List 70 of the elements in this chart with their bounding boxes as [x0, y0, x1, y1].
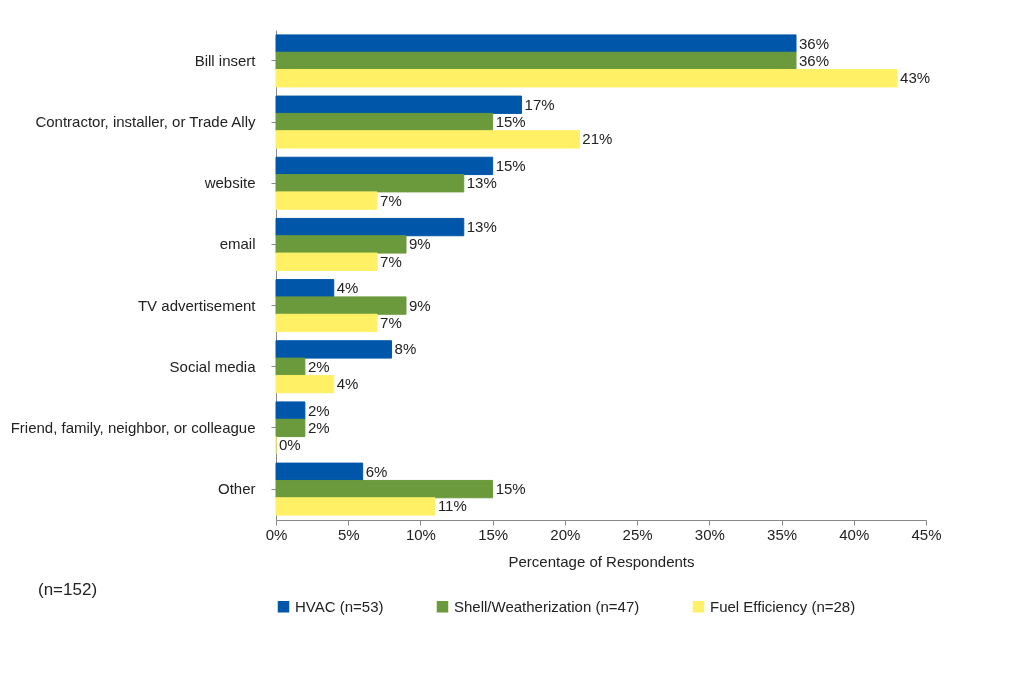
x-tick-label: 25%	[622, 525, 653, 543]
data-label: 36%	[799, 51, 830, 69]
bar	[275, 174, 465, 193]
bar	[275, 34, 797, 53]
bar	[275, 340, 393, 359]
data-label: 21%	[582, 130, 613, 148]
data-label: 2%	[307, 418, 330, 436]
bar	[275, 252, 378, 271]
x-tick-label: 5%	[337, 525, 360, 543]
data-label: 2%	[307, 357, 330, 375]
bar	[275, 497, 436, 516]
bar	[275, 374, 335, 394]
bar	[275, 279, 335, 298]
y-tick-label: TV advertisement	[137, 296, 257, 314]
text: (n=152)	[38, 580, 98, 600]
x-tick-label: 10%	[405, 525, 436, 543]
x-tick-label: 15%	[478, 525, 509, 543]
bar	[275, 479, 494, 499]
bar	[275, 112, 494, 132]
data-label: 15%	[495, 156, 526, 174]
x-tick-label: 30%	[694, 525, 725, 543]
bar	[275, 69, 898, 88]
data-label: 36%	[799, 34, 830, 52]
bar	[275, 51, 797, 71]
data-label: 8%	[394, 340, 417, 358]
bar	[275, 191, 378, 210]
legend-label: Fuel Efficiency (n=28)	[710, 597, 856, 615]
data-label: 2%	[307, 401, 330, 419]
bar	[275, 296, 407, 315]
y-tick-label: Other	[217, 480, 256, 498]
data-label: 13%	[466, 218, 497, 236]
y-tick-label: Contractor, installer, or Trade Ally	[35, 113, 256, 131]
data-label: 11%	[437, 497, 467, 515]
data-label: 0%	[279, 436, 301, 454]
bar	[275, 462, 364, 481]
data-label: 7%	[380, 313, 402, 331]
x-axis-title: Percentage of Respondents	[508, 552, 695, 570]
bar	[275, 95, 523, 114]
data-label: 9%	[409, 235, 431, 253]
bar	[275, 313, 378, 333]
bar	[275, 418, 306, 438]
x-tick-label: 40%	[839, 525, 870, 543]
y-tick-label: website	[203, 174, 256, 192]
data-label: 6%	[365, 462, 388, 480]
data-label: 17%	[524, 95, 555, 113]
bar	[275, 156, 494, 176]
data-label: 7%	[380, 252, 402, 270]
bar	[275, 235, 407, 254]
bar	[275, 401, 306, 420]
data-label: 9%	[409, 296, 431, 314]
data-label: 13%	[466, 174, 497, 192]
bar	[275, 357, 306, 376]
y-tick-label: Social media	[169, 357, 257, 375]
x-tick-label: 35%	[767, 525, 798, 543]
y-tick-label: email	[219, 235, 256, 253]
data-label: 7%	[380, 191, 402, 209]
legend-label: HVAC (n=53)	[295, 597, 384, 615]
x-tick-label: 20%	[550, 525, 581, 543]
data-label: 15%	[495, 113, 526, 131]
x-tick-label: 0%	[265, 525, 288, 543]
y-tick-label: Friend, family, neighbor, or colleague	[10, 418, 256, 436]
data-label: 4%	[336, 375, 359, 393]
x-tick-label: 45%	[911, 525, 942, 543]
data-label: 4%	[336, 279, 359, 297]
legend-label: Shell/Weatherization (n=47)	[454, 597, 640, 615]
data-label: 15%	[495, 480, 526, 498]
data-label: 43%	[900, 69, 931, 87]
bar	[275, 217, 465, 237]
y-tick-label: Bill insert	[194, 51, 257, 69]
bar	[275, 130, 580, 149]
